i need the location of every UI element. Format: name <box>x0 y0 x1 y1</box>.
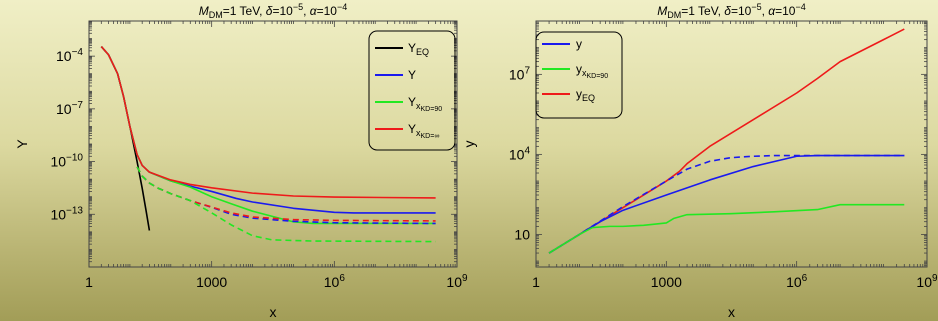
x-tick-label: 109 <box>916 273 938 290</box>
series-line-6 <box>136 166 436 243</box>
chart-title: MDM=1 TeV, δ=10−5, α=10−4 <box>657 2 805 20</box>
y-axis-label: Y <box>14 139 30 149</box>
y-tick-label: 10 <box>514 226 530 242</box>
x-tick-label: 106 <box>786 273 808 290</box>
series-line-0 <box>548 28 905 254</box>
x-axis-label: x <box>728 304 735 320</box>
legend-label: y <box>576 37 582 51</box>
plot-frame <box>88 20 458 268</box>
y-tick-label: 10−13 <box>50 205 83 222</box>
y-tick-label: 10−10 <box>50 153 83 170</box>
series-line-2 <box>548 154 905 254</box>
legend-label: yEQ <box>576 87 595 103</box>
x-axis-label: x <box>270 304 277 320</box>
x-tick-label: 1 <box>85 274 93 290</box>
legend-box <box>535 31 623 119</box>
left-chart-panel: MDM=1 TeV, δ=10−5, α=10−4 1 1000 106 109 10−4… <box>14 2 468 320</box>
y-tick-label: 10−4 <box>56 47 83 64</box>
plot-frame <box>535 20 928 268</box>
legend-label: yxKD=90 <box>576 62 608 80</box>
series-group <box>100 46 436 243</box>
legend-label: YxKD=90 <box>408 95 442 113</box>
series-line-1 <box>548 154 905 254</box>
right-chart-panel: MDM=1 TeV, δ=10−5, α=10−4 1 1000 106 109 10 10… <box>461 2 938 320</box>
x-tick-label: 1000 <box>196 274 227 290</box>
y-tick-label: 10−7 <box>56 100 83 117</box>
y-tick-label: 107 <box>509 65 531 82</box>
legend-label: Y <box>408 68 416 82</box>
chart-title: MDM=1 TeV, δ=10−5, α=10−4 <box>199 2 347 20</box>
x-tick-label: 1 <box>532 274 540 290</box>
x-tick-label: 109 <box>446 273 468 290</box>
x-tick-label: 106 <box>324 273 346 290</box>
legend-label: YEQ <box>408 41 429 57</box>
legend-box <box>368 30 456 151</box>
series-line-3 <box>100 46 436 199</box>
legend-label: YxKD=∞ <box>408 122 439 140</box>
series-line-0 <box>100 46 151 231</box>
y-tick-label: 104 <box>509 145 531 162</box>
x-tick-label: 1000 <box>651 274 682 290</box>
series-line-3 <box>548 203 905 254</box>
y-axis-label: y <box>461 141 477 148</box>
series-group <box>548 28 905 254</box>
